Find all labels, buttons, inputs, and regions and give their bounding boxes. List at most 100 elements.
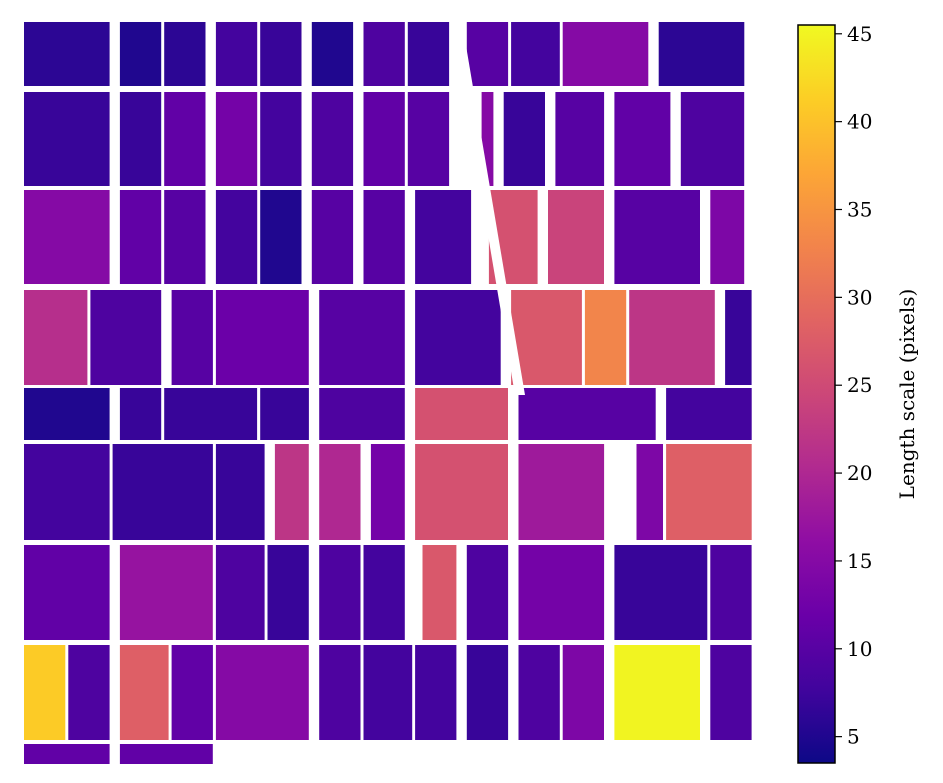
parcel-row-7-7 <box>422 545 457 640</box>
parcel-row-3-5 <box>260 190 302 284</box>
parcel-row-5-8 <box>666 388 752 440</box>
parcel-row-4-2 <box>90 290 162 385</box>
parcel-row-7-2 <box>119 545 213 640</box>
parcel-row-1-12 <box>658 22 745 86</box>
parcel-row-6-10 <box>666 444 752 540</box>
parcel-row-7-10 <box>614 545 708 640</box>
parcel-row-4-4 <box>215 290 309 385</box>
parcel-row-2-13 <box>680 92 745 186</box>
parcel-row-4-10 <box>725 290 752 385</box>
parcel-row-7-3 <box>215 545 265 640</box>
colorbar-ticks: 5 10 15 20 25 30 35 40 45 <box>835 22 872 749</box>
parcel-row-2-8 <box>407 92 450 186</box>
colorbar-tick-label-40: 40 <box>847 110 872 134</box>
parcel-row-4-6 <box>415 290 501 385</box>
parcel-row-1-6 <box>311 22 354 86</box>
parcel-row-2-6 <box>311 92 354 186</box>
parcel-row-3-6 <box>311 190 354 284</box>
colorbar-tick-label-20: 20 <box>847 461 872 485</box>
colorbar-label: Length scale (pixels) <box>895 289 919 500</box>
colorbar-tick-label-35: 35 <box>847 198 872 222</box>
parcel-row-1-9 <box>466 22 509 86</box>
parcel-row-8-9 <box>466 645 509 740</box>
parcel-row-5-2 <box>119 388 162 440</box>
parcel-row-1-11 <box>562 22 649 86</box>
parcel-row-1-8 <box>407 22 450 86</box>
parcel-row-3-10 <box>548 190 604 284</box>
parcel-row-7-9 <box>518 545 605 640</box>
colorbar: 5 10 15 20 25 30 35 40 45 Length scale (pixels) <box>797 22 919 764</box>
parcel-row-7-11 <box>710 545 752 640</box>
parcel-row-8-6 <box>319 645 361 740</box>
parcel-row-5-1 <box>24 388 110 440</box>
parcel-row-6-7 <box>415 444 508 540</box>
parcel-row-6-8 <box>518 444 605 540</box>
parcel-row-2-11 <box>555 92 605 186</box>
parcel-row-1-4 <box>215 22 258 86</box>
parcel-row-8-1 <box>24 645 66 740</box>
parcel-row-9-1 <box>24 744 110 764</box>
parcel-row-7-6 <box>363 545 405 640</box>
colorbar-tick-label-45: 45 <box>847 22 872 46</box>
parcel-row-7-1 <box>24 545 110 640</box>
parcel-row-2-5 <box>260 92 302 186</box>
parcel-row-7-4 <box>267 545 309 640</box>
parcel-row-2-4 <box>215 92 258 186</box>
parcel-row-8-2 <box>68 645 110 740</box>
parcel-row-4-5 <box>319 290 405 385</box>
parcel-row-5-4 <box>260 388 309 440</box>
parcel-row-4-9 <box>629 290 715 385</box>
parcel-row-8-3 <box>119 645 169 740</box>
colorbar-tick-label-30: 30 <box>847 285 872 309</box>
parcel-row-7-8 <box>466 545 509 640</box>
parcel-row-8-13 <box>710 645 752 740</box>
colorbar-tick-label-10: 10 <box>847 637 872 661</box>
parcel-row-8-11 <box>562 645 604 740</box>
parcel-row-5-7 <box>518 388 656 440</box>
parcel-row-8-12 <box>614 645 700 740</box>
parcel-row-4-8 <box>584 290 627 385</box>
parcel-row-3-12 <box>710 190 745 284</box>
parcel-row-7-5 <box>319 545 361 640</box>
parcel-row-3-2 <box>119 190 162 284</box>
parcel-row-8-7 <box>363 645 413 740</box>
parcel-row-2-12 <box>614 92 671 186</box>
parcel-row-2-2 <box>119 92 162 186</box>
parcel-row-2-3 <box>164 92 206 186</box>
parcel-row-6-6 <box>370 444 405 540</box>
colorbar-gradient <box>797 24 836 764</box>
parcel-row-8-5 <box>215 645 309 740</box>
parcel-row-2-9 <box>481 92 494 186</box>
parcel-row-5-3 <box>164 388 258 440</box>
parcel-row-4-3 <box>171 290 213 385</box>
parcel-row-2-1 <box>24 92 110 186</box>
parcel-row-4-7 <box>511 290 582 385</box>
parcel-row-5-6 <box>415 388 508 440</box>
parcel-row-2-7 <box>363 92 405 186</box>
colorbar-tick-label-25: 25 <box>847 373 872 397</box>
parcel-row-5-5 <box>319 388 405 440</box>
parcel-row-3-11 <box>614 190 700 284</box>
parcel-row-6-3 <box>215 444 265 540</box>
parcel-row-1-7 <box>363 22 405 86</box>
parcel-row-8-4 <box>171 645 213 740</box>
parcel-row-1-2 <box>119 22 162 86</box>
parcel-row-6-2 <box>112 444 213 540</box>
parcel-row-3-8 <box>415 190 472 284</box>
parcel-row-8-8 <box>415 645 457 740</box>
colorbar-tick-label-15: 15 <box>847 549 872 573</box>
parcel-row-3-7 <box>363 190 405 284</box>
parcel-row-3-4 <box>215 190 258 284</box>
parcel-row-1-1 <box>24 22 110 86</box>
parcel-row-8-10 <box>518 645 560 740</box>
parcel-row-2-10 <box>503 92 545 186</box>
parcel-row-9-2 <box>119 744 213 764</box>
parcel-row-4-1 <box>24 290 88 385</box>
parcel-row-1-10 <box>511 22 560 86</box>
parcel-row-1-5 <box>260 22 302 86</box>
parcel-row-3-3 <box>164 190 206 284</box>
parcel-row-6-4 <box>274 444 309 540</box>
colorbar-tick-label-5: 5 <box>847 725 860 749</box>
parcel-row-6-9 <box>636 444 663 540</box>
